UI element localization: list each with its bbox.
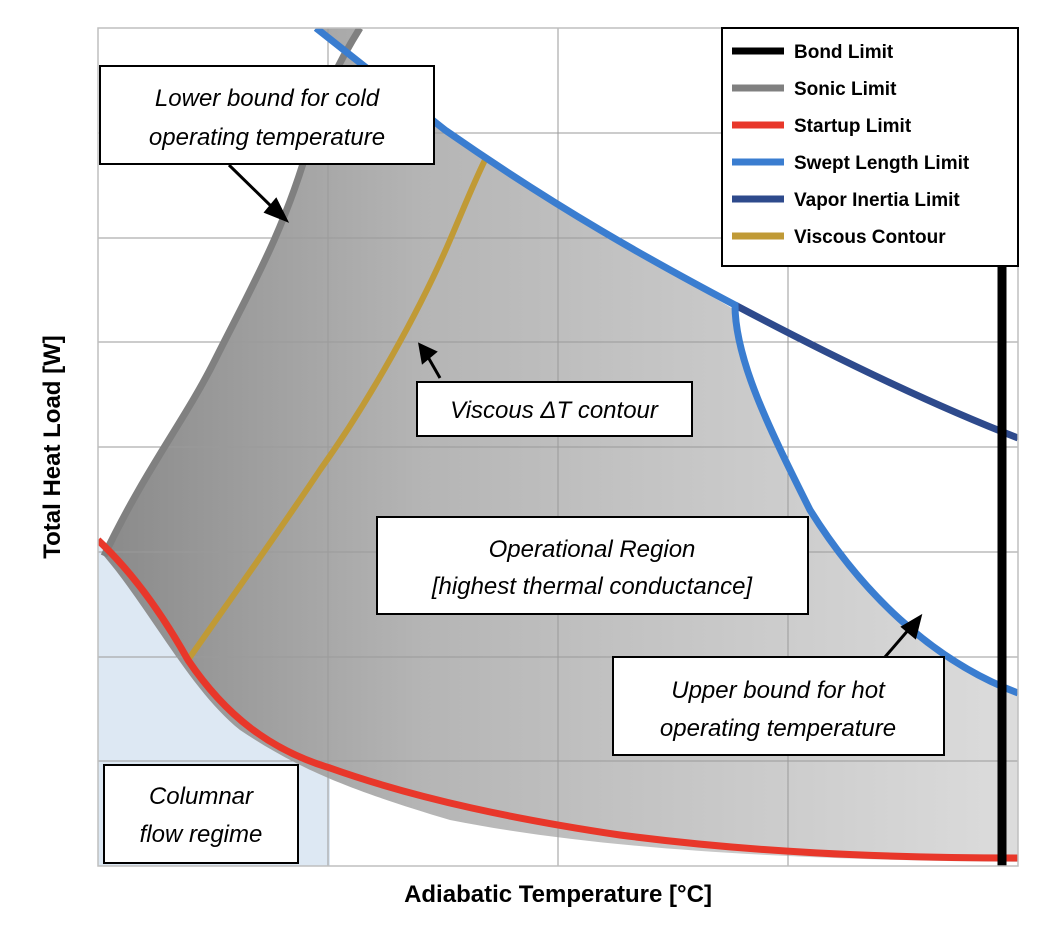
legend: Bond Limit Sonic Limit Startup Limit Swept …: [721, 27, 1019, 267]
annotation-arrows: [227, 163, 923, 658]
viscous-contour-line: [185, 158, 488, 662]
annotation-box: [416, 381, 693, 437]
plot-frame: [97, 27, 1019, 867]
y-axis-title: Total Heat Load [W]: [39, 335, 66, 559]
swept-length-limit-line: [313, 28, 1018, 697]
annotation-upper: Upper bound for hot operating temperature: [612, 656, 945, 756]
annotation-text: operating temperature: [149, 124, 385, 151]
annotation-text: flow regime: [140, 821, 263, 848]
annotation-text: Upper bound for hot: [671, 677, 886, 704]
operational-region: [104, 28, 1018, 862]
annotation-text: Operational Region: [489, 536, 696, 563]
annotation-box: [376, 516, 809, 615]
legend-label: Sonic Limit: [794, 79, 897, 100]
annotation-viscous: Viscous ΔT contour: [416, 381, 693, 437]
legend-label: Viscous Contour: [794, 227, 946, 248]
annotation-lower: Lower bound for cold operating temperatur…: [99, 65, 435, 165]
annotation-columnar: Columnar flow regime: [103, 764, 299, 864]
annotation-operational: Operational Region [highest thermal condu…: [376, 516, 809, 615]
annotation-text: Lower bound for cold: [155, 85, 380, 112]
legend-label: Startup Limit: [794, 116, 912, 137]
annotation-text: operating temperature: [660, 715, 896, 742]
legend-label: Swept Length Limit: [794, 153, 970, 174]
annotation-text: Viscous ΔT contour: [450, 397, 659, 424]
annotation-box: [612, 656, 945, 756]
annotation-text: Columnar: [149, 783, 254, 810]
startup-limit-line: [98, 537, 1018, 862]
annotation-box: [103, 764, 299, 864]
annotation-box: [99, 65, 435, 165]
annotation-text: [highest thermal conductance]: [431, 573, 754, 600]
vapor-inertia-limit-line: [733, 301, 1018, 442]
legend-label: Vapor Inertia Limit: [794, 190, 960, 211]
x-axis-title: Adiabatic Temperature [°C]: [404, 881, 712, 908]
legend-label: Bond Limit: [794, 42, 894, 63]
